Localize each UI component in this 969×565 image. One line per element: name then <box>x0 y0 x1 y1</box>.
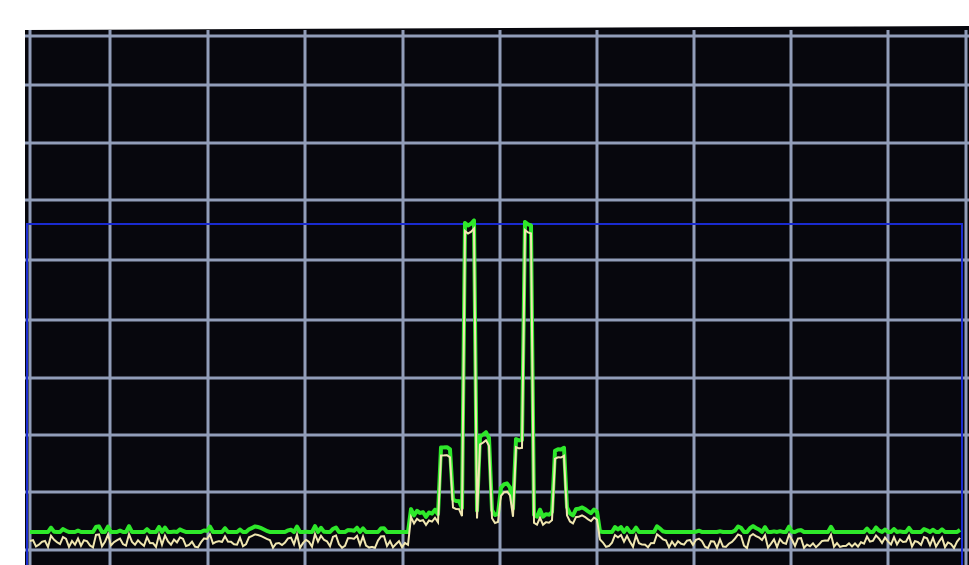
screen-photo <box>0 0 969 565</box>
page: (() => { const svg = document.getElement… <box>0 0 969 565</box>
display-screen <box>25 26 969 565</box>
